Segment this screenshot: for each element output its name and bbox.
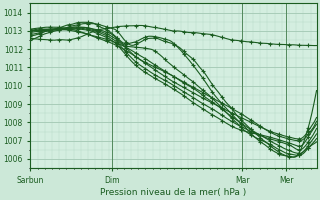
X-axis label: Pression niveau de la mer( hPa ): Pression niveau de la mer( hPa ) [100, 188, 247, 197]
